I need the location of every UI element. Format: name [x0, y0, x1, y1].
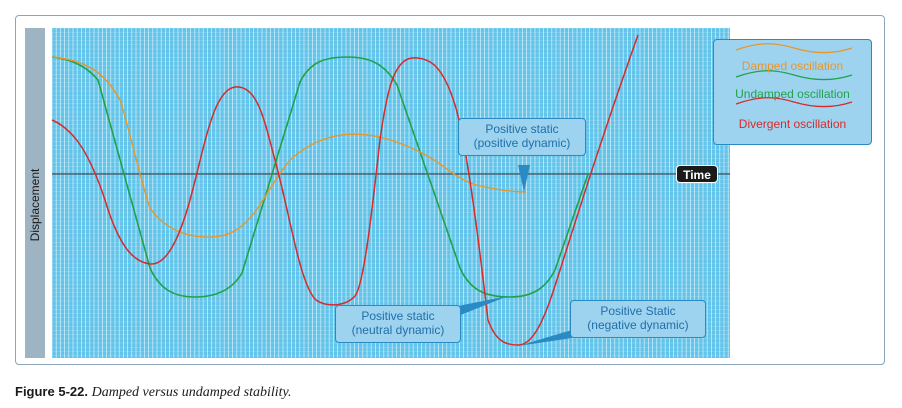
time-axis-label: Time — [676, 165, 718, 183]
legend-item-damped: Damped oscillation — [741, 59, 844, 73]
callout-line: (neutral dynamic) — [351, 323, 445, 337]
y-axis-label-bar — [25, 28, 45, 358]
callout-line: (positive dynamic) — [473, 136, 571, 150]
legend-item-divergent: Divergent oscillation — [738, 117, 847, 131]
damped-oscillation-curve — [51, 56, 527, 238]
legend-swatch-undamped — [735, 70, 853, 81]
caption-text: Damped versus undamped stability. — [91, 385, 292, 400]
legend-item-undamped: Undamped oscillation — [735, 87, 850, 101]
callout-positive-dynamic: Positive static (positive dynamic) — [458, 118, 586, 156]
callout-line: Positive static — [361, 309, 435, 323]
callout-line: Positive Static — [600, 304, 676, 318]
undamped-oscillation-curve — [51, 56, 589, 298]
callout-line: (negative dynamic) — [587, 318, 689, 332]
divergent-oscillation-curve — [51, 34, 639, 346]
callout-pointer-neutral-dynamic — [458, 296, 508, 316]
legend: Damped oscillation Undamped oscillation … — [713, 39, 872, 145]
callout-line: Positive static — [485, 122, 559, 136]
legend-swatch-divergent — [735, 97, 853, 108]
figure-caption: Figure 5-22. Damped versus undamped stab… — [15, 384, 291, 401]
callout-pointer-negative-dynamic — [518, 330, 572, 346]
callout-neutral-dynamic: Positive static (neutral dynamic) — [335, 305, 461, 343]
callout-pointer-positive-dynamic — [518, 165, 530, 192]
callout-negative-dynamic: Positive Static (negative dynamic) — [570, 300, 706, 338]
legend-swatch-damped — [735, 43, 853, 54]
caption-label: Figure 5-22. — [15, 384, 88, 399]
